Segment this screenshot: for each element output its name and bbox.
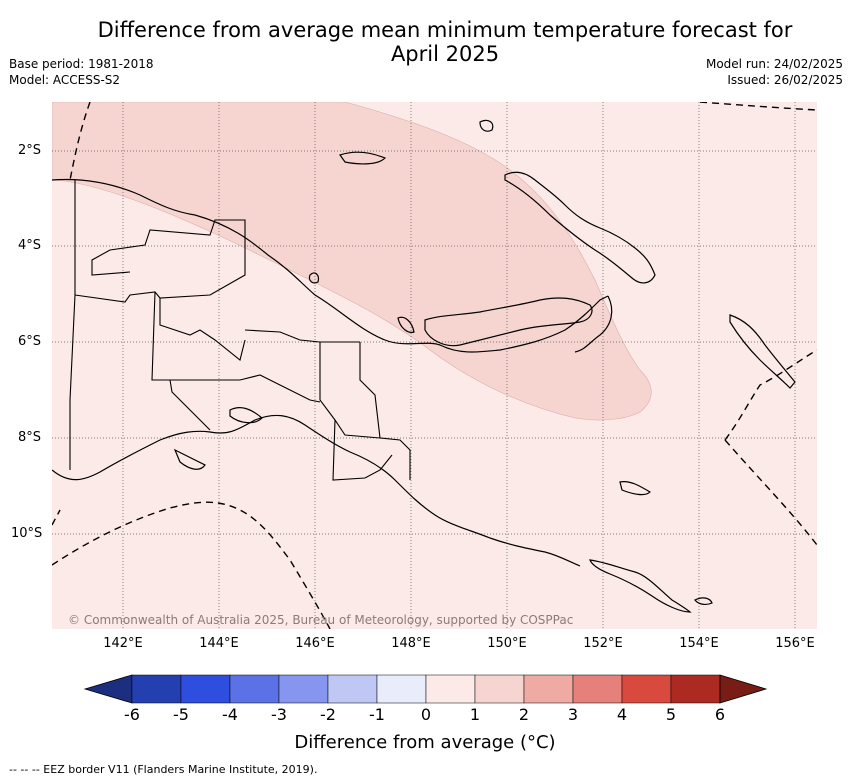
- lon-label: 150°E: [487, 636, 527, 651]
- lon-label: 148°E: [391, 636, 431, 651]
- colorbar-extend-low: [83, 674, 133, 704]
- colorbar-tick: -1: [369, 705, 385, 724]
- lat-label: 10°S: [11, 526, 43, 541]
- lon-label: 152°E: [583, 636, 623, 651]
- run-info: Model run: 24/02/2025 Issued: 26/02/2025: [706, 56, 843, 88]
- colorbar-extend-high: [719, 674, 768, 704]
- borders: [69, 180, 411, 481]
- model-run: Model run: 24/02/2025: [705, 57, 843, 71]
- lat-label: 8°S: [18, 430, 42, 445]
- colorbar-tick: 5: [665, 705, 677, 724]
- colorbar-tick: -2: [320, 705, 336, 724]
- coastlines: [52, 119, 796, 613]
- anomaly-zone-1-2: [52, 102, 652, 421]
- colorbar-segment: [327, 674, 378, 704]
- colorbar-segment: [474, 674, 525, 704]
- colorbar-segment: [376, 674, 427, 704]
- lon-label: 154°E: [679, 636, 719, 651]
- colorbar-segment: [180, 674, 231, 704]
- base-period: Base period: 1981-2018: [9, 57, 154, 71]
- model-name: Model: ACCESS-S2: [9, 73, 121, 87]
- map-title: Difference from average mean minimum tem…: [90, 18, 800, 66]
- colorbar-tick: 0: [420, 705, 432, 724]
- colorbar-tick: 3: [567, 705, 579, 724]
- model-info: Base period: 1981-2018 Model: ACCESS-S2: [9, 56, 154, 88]
- lat-label: 6°S: [18, 334, 42, 349]
- title-line-1: Difference from average mean minimum tem…: [97, 18, 793, 42]
- colorbar-segment: [621, 674, 672, 704]
- colorbar-tick: -4: [222, 705, 238, 724]
- colorbar-tick: 2: [518, 705, 530, 724]
- colorbar-segment: [572, 674, 623, 704]
- lat-label: 2°S: [18, 143, 42, 158]
- colorbar-tick: -5: [173, 705, 189, 724]
- colorbar-tick: 4: [616, 705, 628, 724]
- colorbar-tick: 1: [469, 705, 481, 724]
- issued-date: Issued: 26/02/2025: [727, 73, 843, 87]
- colorbar-segment: [425, 674, 476, 704]
- eez-footnote: -- -- -- EEZ border V11 (Flanders Marine…: [9, 763, 318, 776]
- lon-label: 146°E: [295, 636, 335, 651]
- colorbar-segment: [229, 674, 280, 704]
- colorbar-title: Difference from average (°C): [294, 732, 556, 753]
- lat-label: 4°S: [18, 238, 42, 253]
- lon-label: 142°E: [103, 636, 143, 651]
- colorbar-tick: -6: [124, 705, 140, 724]
- lon-label: 156°E: [775, 636, 815, 651]
- gridlines: [52, 102, 817, 629]
- lon-label: 144°E: [199, 636, 239, 651]
- colorbar-tick: -3: [271, 705, 287, 724]
- colorbar-tick: 6: [714, 705, 726, 724]
- colorbar-segment: [131, 674, 182, 704]
- colorbar-segment: [523, 674, 574, 704]
- colorbar-segment: [278, 674, 329, 704]
- eez-borders: [52, 102, 817, 629]
- copyright-credit: © Commonwealth of Australia 2025, Bureau…: [68, 613, 574, 627]
- title-line-2: April 2025: [390, 42, 500, 66]
- colorbar-segment: [670, 674, 721, 704]
